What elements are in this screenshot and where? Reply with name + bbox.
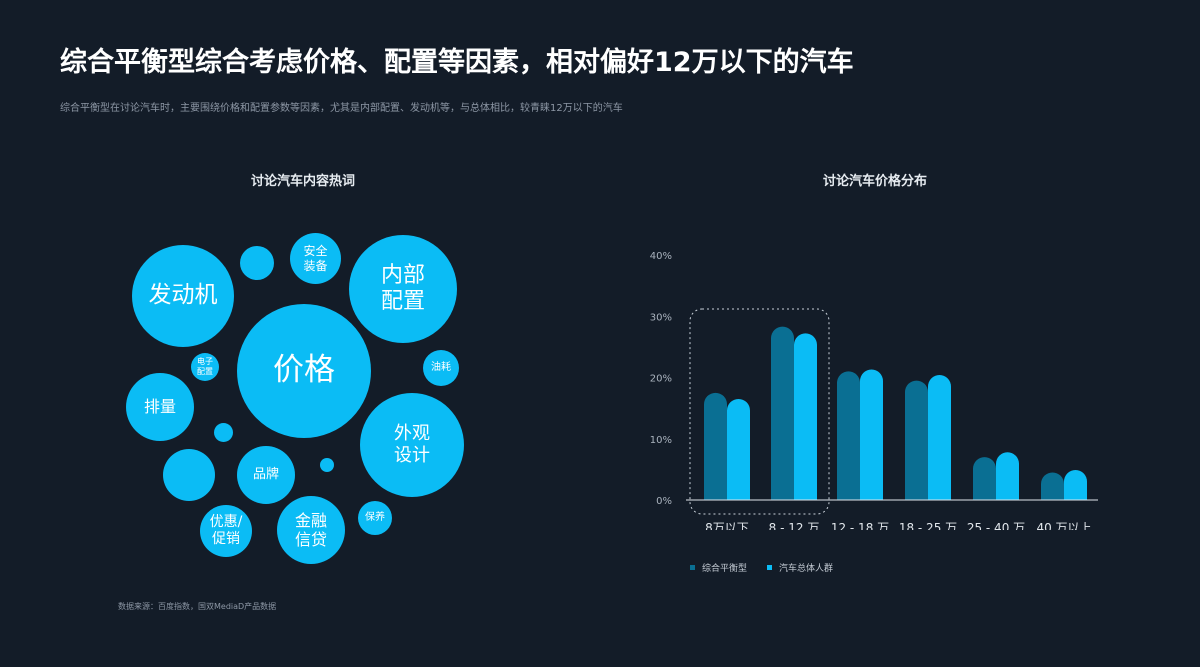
price-chart-title: 讨论汽车价格分布	[822, 174, 927, 189]
legend-label: 综合平衡型	[702, 564, 748, 574]
bubble-label: 配置	[380, 289, 425, 314]
data-source-note: 数据来源：百度指数，国双MediaD产品数据	[118, 602, 277, 611]
legend-swatch	[690, 565, 695, 570]
bubble-interior: 内部 配置	[349, 235, 457, 343]
bar	[1041, 472, 1064, 500]
bar	[794, 333, 817, 500]
y-tick-label: 20%	[650, 374, 672, 385]
legend-swatch	[767, 565, 772, 570]
bubble-label: 油耗	[431, 362, 451, 373]
bubble-label: 品牌	[252, 467, 279, 483]
bubble-label: 配置	[197, 367, 213, 376]
legend-item-segment: 综合平衡型	[690, 561, 747, 574]
x-tick-label: 18 - 25 万	[899, 521, 957, 530]
bubble-label: 促销	[212, 531, 240, 547]
bubble-appearance: 外观 设计	[360, 393, 464, 497]
bubble-label: 内部	[380, 262, 425, 288]
bubble-label: 金融	[294, 510, 327, 530]
x-tick-label: 8 - 12 万	[769, 521, 820, 530]
bubble-label: 外观	[394, 423, 430, 445]
x-tick-label: 40 万以上	[1036, 521, 1091, 530]
bubble-label: 装备	[303, 258, 328, 273]
bubble-unlabeled	[240, 246, 274, 280]
bar	[771, 326, 794, 500]
highlight-box	[689, 308, 830, 515]
bubble-displacement: 排量	[126, 373, 194, 441]
bar	[996, 452, 1019, 500]
bubble-label: 排量	[143, 397, 176, 417]
bubble-brand: 品牌	[237, 446, 295, 504]
y-tick-label: 30%	[650, 312, 672, 323]
bar	[905, 380, 928, 500]
page-subtitle: 综合平衡型在讨论汽车时，主要围绕价格和配置参数等因素，尤其是内部配置、发动机等，…	[60, 103, 623, 114]
bubble-unlabeled	[320, 458, 334, 472]
page-title: 综合平衡型综合考虑价格、配置等因素，相对偏好12万以下的汽车	[60, 47, 854, 78]
bar	[704, 392, 727, 500]
bubble-finance: 金融 信贷	[277, 496, 345, 564]
bubble-fuel: 油耗	[423, 350, 459, 386]
legend-label: 汽车总体人群	[779, 564, 834, 574]
y-tick-label: 0%	[656, 496, 672, 507]
bar	[973, 457, 996, 500]
bar	[1064, 469, 1087, 500]
bar	[928, 375, 951, 500]
bar	[727, 398, 750, 500]
bar	[860, 369, 883, 500]
bubble-unlabeled	[214, 423, 233, 442]
bubble-label: 优惠/	[209, 514, 243, 531]
bubble-label: 保养	[365, 512, 385, 523]
bubble-price: 价格	[237, 304, 371, 438]
legend-item-overall: 汽车总体人群	[767, 561, 833, 574]
bubble-label: 电子	[197, 357, 213, 367]
y-tick-label: 10%	[650, 435, 672, 446]
price-bar-chart: 0% 10% 20% 30% 40% 8万以下 8 - 12 万 12 - 18 万 18 - …	[650, 251, 1098, 530]
bubble-label: 设计	[394, 445, 430, 466]
bubble-label: 价格	[273, 352, 335, 389]
bubble-safety: 安全 装备	[290, 233, 341, 284]
bubble-maintenance: 保养	[358, 501, 392, 535]
hotwords-title: 讨论汽车内容热词	[250, 174, 355, 189]
bar	[837, 371, 860, 500]
x-tick-label: 8万以下	[705, 521, 749, 530]
bubble-unlabeled	[163, 449, 215, 501]
bubble-electronic: 电子 配置	[191, 353, 219, 381]
y-tick-label: 40%	[650, 251, 672, 262]
bubble-discount: 优惠/促销	[200, 505, 252, 557]
bubble-label: 安全	[303, 244, 328, 259]
x-tick-label: 25 - 40 万	[967, 521, 1025, 530]
x-tick-label: 12 - 18 万	[831, 521, 889, 530]
bubble-label: 发动机	[148, 282, 218, 309]
bubble-label: 信贷	[294, 530, 327, 549]
bubble-engine: 发动机	[132, 245, 234, 347]
